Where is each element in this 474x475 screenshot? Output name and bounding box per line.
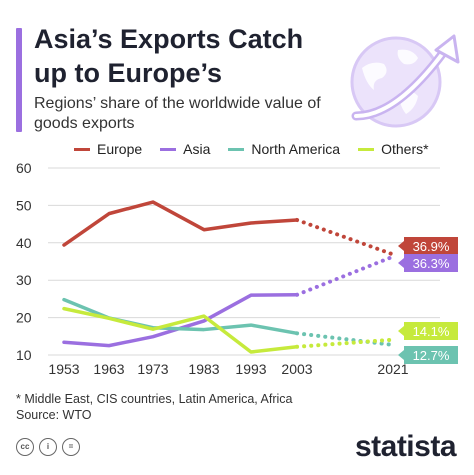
line-chart: 10 20 30 40 50 60 1953 1963 1973 1983 1993 2003 2021… bbox=[16, 160, 458, 377]
end-label-box bbox=[404, 254, 458, 272]
legend-label: Asia bbox=[183, 141, 211, 157]
footnote-source: Source: WTO bbox=[16, 408, 92, 422]
series-projection-others bbox=[295, 337, 395, 349]
legend-swatch bbox=[228, 147, 245, 151]
chart-subtitle: Regions’ share of the worldwide value of… bbox=[34, 95, 321, 132]
x-tick-label: 1973 bbox=[137, 361, 168, 377]
title-accent-bar bbox=[16, 28, 22, 132]
end-label-pointer bbox=[398, 326, 404, 336]
y-tick-label: 50 bbox=[16, 197, 32, 213]
cc-icon[interactable]: cc bbox=[16, 438, 34, 456]
by-icon[interactable]: i bbox=[39, 438, 57, 456]
legend-item-asia: Asia bbox=[160, 141, 210, 157]
x-tick-label: 2003 bbox=[281, 361, 312, 377]
end-label-pointer bbox=[398, 350, 404, 360]
footer: cc i = statista bbox=[0, 428, 474, 475]
series-line-europe bbox=[62, 200, 299, 247]
end-label-pointer bbox=[398, 258, 404, 268]
legend-item-europe: Europe bbox=[74, 141, 142, 157]
end-label-value: 12.7% bbox=[413, 348, 450, 363]
statista-logo[interactable]: statista bbox=[354, 430, 457, 463]
y-tick-label: 20 bbox=[16, 310, 32, 326]
y-tick-label: 40 bbox=[16, 235, 32, 251]
y-tick-label: 60 bbox=[16, 160, 32, 176]
footnote: * Middle East, CIS countries, Latin Amer… bbox=[16, 391, 293, 423]
legend-item-north-america: North America bbox=[228, 141, 340, 157]
chart-legend: Europe Asia North America Others* bbox=[74, 139, 447, 159]
y-tick-label: 10 bbox=[16, 347, 32, 363]
x-tick-label: 1953 bbox=[48, 361, 79, 377]
chart-title: Asia’s Exports Catch up to Europe’s bbox=[34, 24, 304, 88]
end-label-value: 36.9% bbox=[413, 239, 450, 254]
legend-item-others: Others* bbox=[358, 141, 429, 157]
series-line-asia bbox=[62, 293, 299, 348]
legend-swatch bbox=[74, 147, 90, 151]
x-tick-label: 1963 bbox=[93, 361, 124, 377]
license-icons[interactable]: cc i = bbox=[16, 438, 85, 456]
end-label-asia: 36.3% bbox=[398, 254, 458, 272]
legend-swatch bbox=[160, 147, 177, 151]
series-projection-asia bbox=[295, 254, 395, 297]
globe-arrow-icon bbox=[350, 34, 460, 128]
end-label-box bbox=[404, 237, 458, 255]
end-label-north-america: 12.7% bbox=[398, 346, 458, 364]
end-label-box bbox=[404, 346, 458, 364]
end-label-europe: 36.9% bbox=[398, 237, 458, 255]
series-line-north-america bbox=[62, 297, 299, 336]
end-label-others: 14.1% bbox=[398, 322, 458, 340]
legend-label: Others* bbox=[381, 141, 429, 157]
nd-icon[interactable]: = bbox=[62, 438, 80, 456]
end-label-box bbox=[404, 322, 458, 340]
legend-label: Europe bbox=[97, 141, 143, 157]
end-label-value: 14.1% bbox=[413, 324, 450, 339]
end-label-value: 36.3% bbox=[413, 256, 450, 271]
footnote-note: * Middle East, CIS countries, Latin Amer… bbox=[16, 392, 293, 406]
series-projection-europe bbox=[295, 217, 395, 257]
x-tick-label: 1983 bbox=[188, 361, 219, 377]
series-projection-north-america bbox=[295, 331, 395, 347]
x-tick-label: 1993 bbox=[235, 361, 266, 377]
legend-label: North America bbox=[251, 141, 341, 157]
series-line-others bbox=[62, 306, 299, 354]
x-tick-label: 2021 bbox=[377, 361, 408, 377]
legend-swatch bbox=[358, 147, 375, 151]
end-label-pointer bbox=[398, 241, 404, 251]
y-tick-label: 30 bbox=[16, 272, 32, 288]
